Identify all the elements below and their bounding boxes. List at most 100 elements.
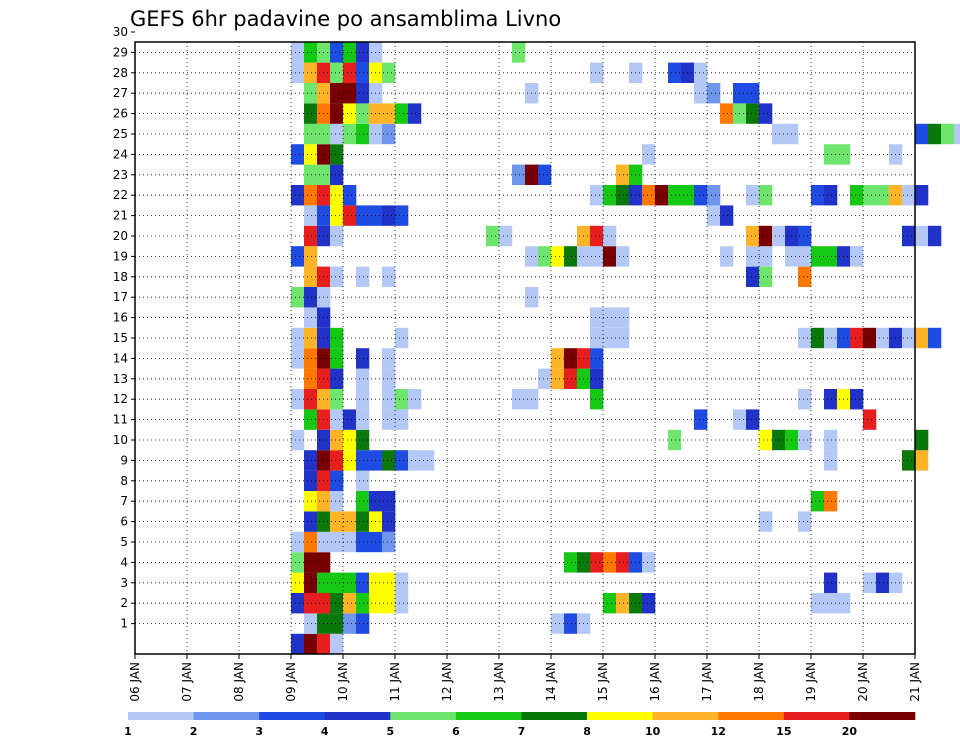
heatmap-cell [876,327,890,349]
heatmap-cell [759,429,773,451]
heatmap-cell [291,531,305,553]
heatmap-cell [304,185,318,206]
y-tick-label: 16 [113,311,128,325]
heatmap-cell [642,593,656,614]
heatmap-cell [304,307,318,328]
y-tick-label: 6 [120,515,128,529]
heatmap-cell [304,225,318,247]
heatmap-cell [512,42,526,63]
heatmap-cell [356,368,370,389]
heatmap-cell [291,593,305,614]
heatmap-cell [408,450,422,471]
heatmap-cell [590,225,604,247]
x-axis: 06 JAN 07 JAN 08 JAN 09 JAN 10 JAN 11 JAN 12 J… [128,654,922,702]
colorbar-label: 15 [776,725,791,738]
heatmap-cell [876,185,890,206]
heatmap-cell [603,185,617,206]
heatmap-cell [902,225,916,247]
heatmap-cell [694,409,708,430]
colorbar-swatch [193,712,260,720]
heatmap-cell [356,450,370,471]
heatmap-cell [382,389,396,410]
heatmap-cell [382,368,396,389]
y-tick-label: 30 [113,25,128,39]
heatmap-cell [746,409,760,430]
heatmap-cell [304,123,318,145]
heatmap-cell [330,450,344,471]
heatmap-cell [382,511,396,532]
colorbar-label: 7 [518,725,526,738]
heatmap-cell [356,123,370,145]
heatmap-cell [720,246,734,267]
colorbar-label: 8 [583,725,591,738]
heatmap-cell [395,103,409,124]
heatmap-cell [811,246,825,267]
chart-title: GEFS 6hr padavine po ansamblima Livno [130,7,561,31]
heatmap-cell [343,429,357,451]
heatmap-cell [291,144,305,165]
heatmap-cell [395,593,409,614]
heatmap-cell [330,470,344,491]
heatmap-cell [304,103,318,124]
heatmap-cell [304,613,318,634]
heatmap-cell [863,327,877,349]
heatmap-cell [356,511,370,532]
heatmap-cell [512,389,526,410]
heatmap-cell [330,225,344,247]
x-tick-label: 14 JAN [544,662,558,702]
heatmap-cell [356,266,370,287]
colorbar-swatch [718,712,785,720]
heatmap-cell [746,103,760,124]
heatmap-cell [915,450,929,471]
heatmap-cell [356,429,370,451]
heatmap-cell [304,348,318,369]
heatmap-cell [304,266,318,287]
heatmap-cell [291,552,305,573]
heatmap-cell [343,572,357,593]
y-tick-label: 15 [113,331,128,345]
heatmap-cell [668,185,682,206]
heatmap-cell [304,42,318,63]
heatmap-cell [655,185,669,206]
heatmap-cell [603,593,617,614]
heatmap-cell [928,327,942,349]
heatmap-cell [382,593,396,614]
colorbar-swatch [324,712,391,720]
heatmap-cell [824,593,838,614]
heatmap-cell [291,62,305,83]
heatmap-cell [746,225,760,247]
heatmap-cell [291,246,305,267]
heatmap-cell [395,450,409,471]
heatmap-cell [538,164,552,185]
heatmap-cell [811,185,825,206]
heatmap-cell [356,103,370,124]
heatmap-cell [304,491,318,512]
heatmap-cell [304,593,318,614]
heatmap-cell [499,225,513,247]
heatmap-cell [330,633,344,654]
heatmap-cell [603,246,617,267]
colorbar-swatch [652,712,719,720]
heatmap-cell [330,531,344,553]
heatmap-cell [486,225,500,247]
heatmap-cell [317,633,331,654]
heatmap-cell [343,42,357,63]
heatmap-cell [863,185,877,206]
heatmap-cell [395,389,409,410]
heatmap-cell [330,593,344,614]
x-tick-label: 10 JAN [336,662,350,702]
heatmap-cell [759,246,773,267]
heatmap-cell [291,42,305,63]
heatmap-cell [590,368,604,389]
heatmap-cell [330,368,344,389]
heatmap-cell [759,103,773,124]
heatmap-cell [824,572,838,593]
colorbar-label: 4 [321,725,329,738]
heatmap-cell [343,123,357,145]
heatmap-cell [330,123,344,145]
heatmap-cell [356,531,370,553]
x-tick-label: 16 JAN [648,662,662,702]
heatmap-cell [915,225,929,247]
heatmap-cell [811,491,825,512]
heatmap-cell [395,327,409,349]
